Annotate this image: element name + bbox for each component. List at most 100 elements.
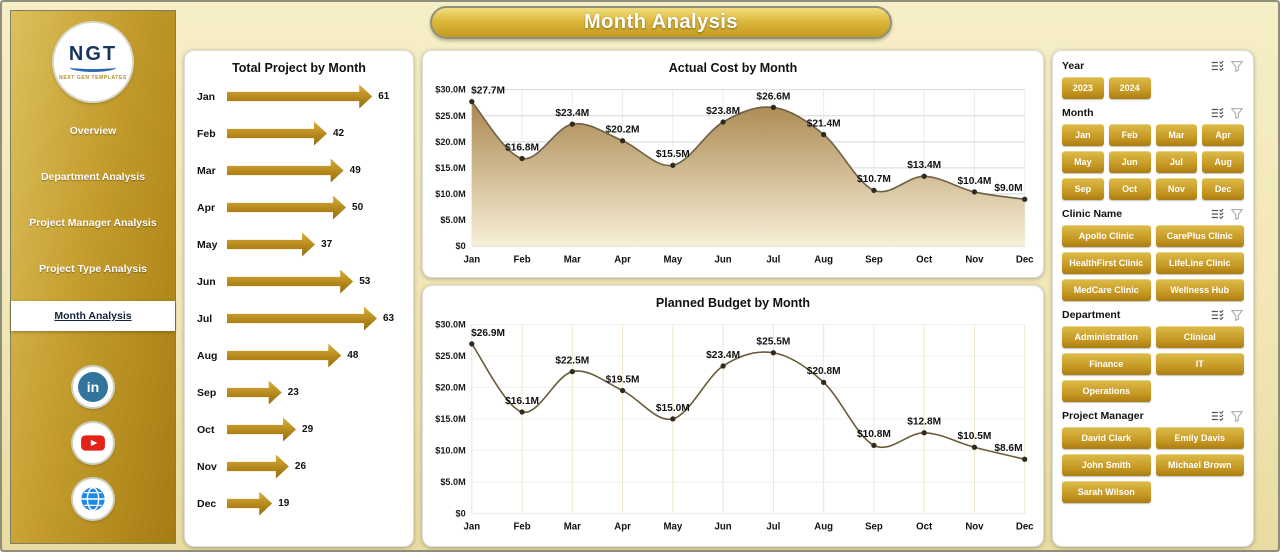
- filter-section-month: Month Jan Feb Mar Apr May Jun Jul Aug Sep Oct Nov De…: [1062, 106, 1244, 200]
- svg-text:Oct: Oct: [916, 254, 933, 265]
- bar[interactable]: [227, 417, 296, 443]
- filter-option-jun[interactable]: Jun: [1108, 151, 1151, 173]
- filter-option-administration[interactable]: Administration: [1062, 326, 1151, 348]
- clear-filter-icon[interactable]: [1230, 207, 1244, 221]
- sidebar-item-project-type-analysis[interactable]: Project Type Analysis: [39, 263, 147, 275]
- filter-option-finance[interactable]: Finance: [1062, 353, 1151, 375]
- planned-budget-title: Planned Budget by Month: [655, 296, 811, 310]
- filter-option-oct[interactable]: Oct: [1108, 178, 1151, 200]
- clear-filter-icon[interactable]: [1230, 59, 1244, 73]
- bar-value-label: 19: [278, 498, 290, 509]
- svg-text:Nov: Nov: [965, 254, 984, 265]
- filter-header: Project Manager: [1062, 409, 1244, 423]
- filter-option-mar[interactable]: Mar: [1155, 124, 1198, 146]
- svg-text:$20.0M: $20.0M: [435, 137, 465, 147]
- logo: NGT NEXT GEN TEMPLATES: [54, 23, 132, 101]
- filter-option-clinical[interactable]: Clinical: [1155, 326, 1244, 348]
- filter-option-sep[interactable]: Sep: [1062, 178, 1104, 200]
- bar-row-jan: Jan 61: [197, 83, 405, 110]
- svg-text:$30.0M: $30.0M: [435, 85, 465, 95]
- sidebar-item-department-analysis[interactable]: Department Analysis: [40, 171, 146, 183]
- clear-filter-icon[interactable]: [1230, 106, 1244, 120]
- filter-option-dec[interactable]: Dec: [1202, 178, 1244, 200]
- filter-option-may[interactable]: May: [1062, 151, 1104, 173]
- social-links: in: [73, 367, 113, 519]
- filter-option-careplus-clinic[interactable]: CarePlus Clinic: [1155, 225, 1244, 247]
- sidebar-item-overview[interactable]: Overview: [69, 125, 117, 137]
- svg-text:$20.2M: $20.2M: [606, 125, 640, 136]
- filter-option-it[interactable]: IT: [1155, 353, 1244, 375]
- svg-text:Dec: Dec: [1016, 522, 1034, 533]
- bar-value-label: 50: [352, 202, 364, 213]
- youtube-link[interactable]: [73, 423, 113, 463]
- filter-option-nov[interactable]: Nov: [1155, 178, 1198, 200]
- filter-option-lifeline-clinic[interactable]: LifeLine Clinic: [1155, 252, 1244, 274]
- page-title: Month Analysis: [583, 11, 739, 33]
- bar-row-nov: Nov 26: [197, 453, 405, 480]
- filter-option-emily-davis[interactable]: Emily Davis: [1155, 427, 1244, 449]
- filter-option-feb[interactable]: Feb: [1108, 124, 1151, 146]
- filter-option-apr[interactable]: Apr: [1202, 124, 1244, 146]
- clear-filter-icon[interactable]: [1230, 308, 1244, 322]
- svg-text:$20.0M: $20.0M: [435, 382, 465, 392]
- filter-option-jan[interactable]: Jan: [1062, 124, 1104, 146]
- bar[interactable]: [227, 158, 344, 184]
- bar-value-label: 48: [347, 350, 359, 361]
- logo-subtext: NEXT GEN TEMPLATES: [59, 75, 127, 81]
- bar[interactable]: [227, 306, 377, 332]
- filter-option-david-clark[interactable]: David Clark: [1062, 427, 1151, 449]
- bar[interactable]: [227, 380, 282, 406]
- bar[interactable]: [227, 491, 272, 517]
- filter-option-wellness-hub[interactable]: Wellness Hub: [1155, 279, 1244, 301]
- filter-label-clinic-name: Clinic Name: [1062, 208, 1123, 220]
- filter-option-2023[interactable]: 2023: [1062, 77, 1104, 99]
- svg-text:$13.4M: $13.4M: [907, 160, 941, 171]
- bar-month-label: Jun: [197, 275, 216, 288]
- multi-select-icon[interactable]: [1210, 409, 1224, 423]
- linkedin-link[interactable]: in: [73, 367, 113, 407]
- filter-options: Jan Feb Mar Apr May Jun Jul Aug Sep Oct Nov Dec: [1062, 124, 1244, 200]
- bar-row-may: May 37: [197, 231, 405, 258]
- bar-month-label: Aug: [197, 349, 218, 362]
- bar-value-label: 23: [287, 387, 299, 398]
- total-project-chart: Jan 61 Feb 42 Mar 49 Apr 50 May 37 Jun 53 Jul 63 Aug 48…: [185, 75, 413, 527]
- multi-select-icon[interactable]: [1210, 106, 1224, 120]
- svg-text:Dec: Dec: [1016, 254, 1034, 265]
- bar[interactable]: [227, 121, 327, 147]
- bar-value-label: 37: [321, 239, 333, 250]
- filter-option-aug[interactable]: Aug: [1202, 151, 1244, 173]
- filter-option-john-smith[interactable]: John Smith: [1062, 454, 1151, 476]
- filter-option-michael-brown[interactable]: Michael Brown: [1155, 454, 1244, 476]
- sidebar-item-month-analysis[interactable]: Month Analysis: [11, 301, 175, 331]
- bar-row-mar: Mar 49: [197, 157, 405, 184]
- filter-option-2024[interactable]: 2024: [1108, 77, 1151, 99]
- globe-icon: [81, 487, 105, 511]
- filter-option-jul[interactable]: Jul: [1155, 151, 1198, 173]
- bar[interactable]: [227, 454, 289, 480]
- multi-select-icon[interactable]: [1210, 308, 1224, 322]
- svg-text:$15.0M: $15.0M: [435, 163, 465, 173]
- bar[interactable]: [227, 269, 353, 295]
- bar[interactable]: [227, 343, 341, 369]
- multi-select-icon[interactable]: [1210, 207, 1224, 221]
- multi-select-icon[interactable]: [1210, 59, 1224, 73]
- filter-header: Year: [1062, 59, 1244, 73]
- bar[interactable]: [227, 195, 346, 221]
- filter-options: Administration Clinical Finance IT Operation…: [1062, 326, 1244, 402]
- svg-text:Apr: Apr: [614, 254, 631, 265]
- sidebar-item-project-manager-analysis[interactable]: Project Manager Analysis: [29, 217, 157, 229]
- filter-section-clinic-name: Clinic Name Apollo Clinic CarePlus Clinic H…: [1062, 207, 1244, 301]
- svg-text:Aug: Aug: [814, 254, 833, 265]
- website-link[interactable]: [73, 479, 113, 519]
- svg-text:Oct: Oct: [916, 522, 933, 533]
- filter-option-apollo-clinic[interactable]: Apollo Clinic: [1062, 225, 1151, 247]
- filter-header: Month: [1062, 106, 1244, 120]
- filter-option-healthfirst-clinic[interactable]: HealthFirst Clinic: [1062, 252, 1151, 274]
- filter-option-sarah-wilson[interactable]: Sarah Wilson: [1062, 481, 1151, 503]
- bar[interactable]: [227, 84, 372, 110]
- bar-month-label: Oct: [197, 423, 215, 436]
- clear-filter-icon[interactable]: [1230, 409, 1244, 423]
- filter-option-operations[interactable]: Operations: [1062, 380, 1151, 402]
- filter-option-medcare-clinic[interactable]: MedCare Clinic: [1062, 279, 1151, 301]
- bar[interactable]: [227, 232, 315, 258]
